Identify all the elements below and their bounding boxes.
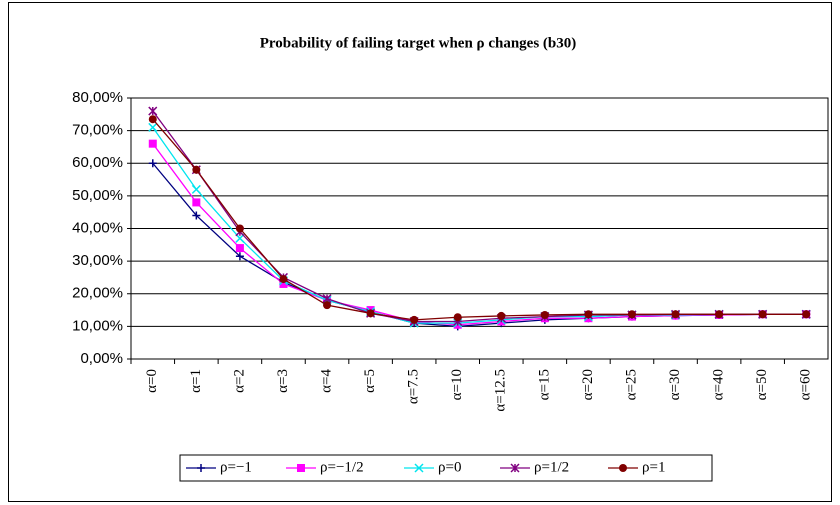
marker <box>414 463 424 473</box>
y-tick-label: 80,00% <box>72 89 123 106</box>
marker <box>192 211 201 220</box>
legend-label: ρ=−1 <box>220 459 252 475</box>
marker <box>758 310 767 319</box>
x-tick-label: α=60 <box>798 369 814 400</box>
marker <box>235 224 244 233</box>
x-tick-label: α=20 <box>580 369 596 400</box>
y-tick-label: 20,00% <box>72 285 123 302</box>
series-line <box>152 143 807 326</box>
series-line <box>152 118 807 321</box>
marker <box>148 122 158 132</box>
marker <box>627 310 636 319</box>
x-tick-label: α=12.5 <box>493 369 509 412</box>
marker <box>148 159 157 168</box>
marker <box>410 315 419 324</box>
x-tick-label: α=40 <box>711 369 727 400</box>
y-tick-label: 70,00% <box>72 122 123 139</box>
marker <box>235 233 245 243</box>
marker <box>235 252 244 261</box>
x-tick-label: α=50 <box>754 369 770 400</box>
x-tick-label: α=15 <box>536 369 552 400</box>
x-tick-label: α=25 <box>623 369 639 400</box>
marker <box>715 310 724 319</box>
marker <box>279 279 288 288</box>
marker <box>802 310 811 319</box>
marker <box>619 464 627 472</box>
marker <box>297 464 305 472</box>
marker <box>191 184 201 194</box>
chart-title: Probability of failing target when ρ cha… <box>260 35 577 51</box>
marker <box>540 310 549 319</box>
marker <box>510 463 520 473</box>
y-tick-label: 30,00% <box>72 252 123 269</box>
y-tick-label: 10,00% <box>72 317 123 334</box>
marker <box>279 275 288 284</box>
marker <box>148 115 157 124</box>
x-tick-label: α=3 <box>275 369 291 393</box>
marker <box>148 106 158 116</box>
marker <box>453 313 462 322</box>
x-tick-label: α=10 <box>449 369 465 400</box>
legend-label: ρ=0 <box>438 459 461 475</box>
x-tick-label: α=1 <box>188 369 204 393</box>
y-tick-label: 50,00% <box>72 187 123 204</box>
marker <box>235 244 244 253</box>
legend-label: ρ=1/2 <box>534 459 569 475</box>
x-tick-label: α=2 <box>231 369 247 393</box>
legend-label: ρ=1 <box>642 459 665 475</box>
marker <box>671 310 680 319</box>
x-tick-label: α=7.5 <box>406 369 422 404</box>
y-tick-label: 40,00% <box>72 219 123 236</box>
x-tick-label: α=4 <box>318 369 334 393</box>
marker <box>197 464 205 472</box>
y-tick-label: 60,00% <box>72 154 123 171</box>
marker <box>366 309 375 318</box>
marker <box>497 311 506 320</box>
marker <box>192 165 201 174</box>
x-tick-label: α=0 <box>144 369 160 393</box>
marker <box>192 198 201 207</box>
y-tick-label: 0,00% <box>80 350 123 367</box>
marker <box>323 301 332 310</box>
marker <box>584 310 593 319</box>
legend-label: ρ=−1/2 <box>320 459 364 475</box>
x-tick-label: α=30 <box>667 369 683 400</box>
marker <box>148 139 157 148</box>
x-tick-label: α=5 <box>362 369 378 393</box>
